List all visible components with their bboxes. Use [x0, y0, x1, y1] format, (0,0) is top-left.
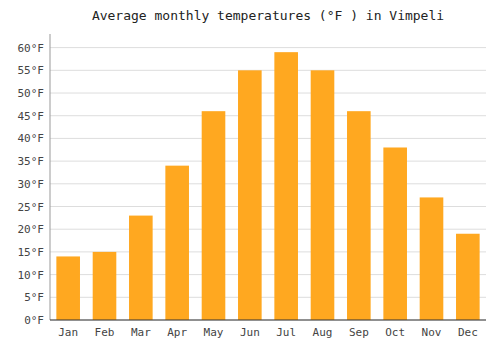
x-tick-label: Jul: [276, 326, 296, 339]
y-tick-label: 55°F: [18, 64, 45, 77]
bar: [311, 70, 335, 320]
x-axis-line: [50, 320, 486, 321]
bar: [456, 234, 480, 320]
grid-line: [50, 70, 486, 71]
grid-line: [50, 93, 486, 94]
grid-line: [50, 47, 486, 48]
grid-line: [50, 320, 486, 321]
y-tick-label: 0°F: [24, 314, 44, 327]
bar: [420, 197, 444, 320]
bars: [56, 52, 479, 320]
bar: [383, 147, 407, 320]
y-tick-label: 50°F: [18, 87, 45, 100]
y-tick-label: 60°F: [18, 42, 45, 55]
grid-line: [50, 183, 486, 184]
x-tick-label: Jan: [58, 326, 78, 339]
grid: [50, 48, 486, 320]
x-tick-label: Feb: [95, 326, 115, 339]
x-tick-label: Oct: [385, 326, 405, 339]
y-axis-line: [50, 34, 51, 320]
bar: [202, 111, 226, 320]
x-tick-label: Jun: [240, 326, 260, 339]
y-tick-label: 5°F: [24, 291, 44, 304]
bar: [93, 252, 117, 320]
y-tick-label: 45°F: [18, 110, 45, 123]
bar: [56, 256, 80, 320]
bar: [129, 216, 153, 320]
grid-line: [50, 115, 486, 116]
y-tick-label: 10°F: [18, 269, 45, 282]
y-tick-label: 30°F: [18, 178, 45, 191]
x-tick-label: Aug: [313, 326, 333, 339]
y-tick-label: 15°F: [18, 246, 45, 259]
x-tick-label: Dec: [458, 326, 478, 339]
y-tick-label: 40°F: [18, 132, 45, 145]
grid-line: [50, 161, 486, 162]
x-tick-label: Nov: [422, 326, 442, 339]
bar: [347, 111, 371, 320]
title: Average monthly temperatures (°F ) in Vi…: [92, 8, 444, 23]
y-tick-label: 20°F: [18, 223, 45, 236]
y-tick-label: 35°F: [18, 155, 45, 168]
x-tick-label: Mar: [131, 326, 151, 339]
bar: [238, 70, 262, 320]
bar: [274, 52, 298, 320]
x-tick-label: Apr: [167, 326, 187, 339]
x-tick-label: May: [204, 326, 224, 339]
chart: Average monthly temperatures (°F ) in Vi…: [0, 0, 500, 350]
grid-line: [50, 138, 486, 139]
bar: [165, 166, 189, 320]
y-tick-label: 25°F: [18, 201, 45, 214]
x-tick-label: Sep: [349, 326, 369, 339]
